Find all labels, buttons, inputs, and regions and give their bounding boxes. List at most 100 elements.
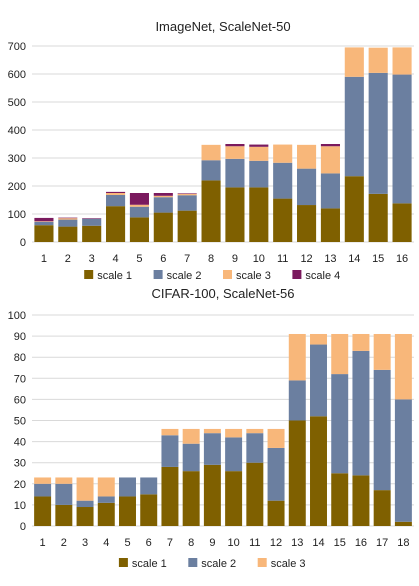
bar-segment [153, 193, 173, 196]
y-tick-label: 0 [20, 521, 26, 533]
bar-segment [267, 447, 285, 501]
bar-segment [58, 226, 78, 242]
bar-segment [177, 193, 197, 196]
chart-title: ImageNet, ScaleNet-50 [155, 19, 290, 34]
bar-segment [273, 162, 293, 199]
x-tick-label: 13 [291, 537, 303, 549]
bar-segment [249, 144, 269, 147]
bar-segment [225, 437, 243, 472]
bar-segment [153, 195, 173, 198]
x-tick-label: 9 [209, 537, 215, 549]
x-tick-label: 9 [232, 253, 238, 265]
legend-swatch [223, 270, 232, 279]
bar-segment [373, 369, 391, 491]
bar-segment [34, 221, 54, 226]
x-tick-label: 1 [41, 253, 47, 265]
y-tick-label: 100 [8, 310, 26, 322]
bar-segment [119, 496, 136, 526]
y-tick-label: 300 [8, 153, 26, 165]
bar-segment [373, 333, 391, 370]
y-tick-label: 80 [14, 352, 26, 364]
x-tick-label: 1 [40, 537, 46, 549]
bar-segment [58, 218, 78, 220]
bar-segment [203, 464, 221, 526]
legend-label: scale 4 [305, 270, 340, 282]
legend-item: scale 2 [188, 558, 236, 570]
x-tick-label: 15 [372, 253, 384, 265]
bar-segment [331, 333, 349, 375]
bar-segment [273, 198, 293, 242]
bar-segment [297, 168, 317, 206]
bar-segment [267, 500, 285, 526]
legend-item: scale 4 [292, 270, 340, 282]
bar-segment [297, 205, 317, 242]
legend-swatch [188, 558, 198, 567]
bar-segment [203, 428, 221, 434]
bar-segment [129, 204, 149, 207]
bar-segment [140, 477, 158, 495]
bar-segment [249, 146, 269, 161]
bar-segment [34, 225, 54, 242]
x-tick-label: 15 [334, 537, 346, 549]
bar-segment [76, 477, 94, 501]
y-tick-label: 10 [14, 500, 26, 512]
legend-label: scale 3 [236, 270, 271, 282]
y-tick-label: 20 [14, 479, 26, 491]
bar-segment [97, 477, 115, 497]
bar-segment [182, 471, 200, 526]
legend-label: scale 2 [201, 558, 236, 570]
bar-segment [177, 210, 197, 242]
bar-segment [392, 203, 412, 242]
bar-segment [119, 477, 136, 497]
bar-segment [58, 217, 78, 219]
bar-segment [153, 197, 173, 213]
bar-segment [246, 428, 264, 434]
y-tick-label: 700 [8, 41, 26, 53]
bar-segment [352, 475, 370, 526]
x-tick-label: 7 [167, 537, 173, 549]
legend-item: scale 2 [153, 270, 201, 282]
legend-swatch [153, 270, 163, 279]
y-tick-label: 40 [14, 437, 26, 449]
bar-segment [225, 428, 243, 438]
bar-segment [344, 176, 364, 242]
x-tick-label: 2 [61, 537, 67, 549]
legend-label: scale 3 [271, 558, 306, 570]
bar-segment [82, 218, 102, 226]
y-tick-label: 70 [14, 373, 26, 385]
chart-title: CIFAR-100, ScaleNet-56 [151, 286, 294, 301]
bar-segment [129, 217, 149, 242]
bar-segment [106, 193, 126, 195]
bar-segment [34, 477, 52, 484]
x-tick-label: 13 [324, 253, 336, 265]
chart-cifar: CIFAR-100, ScaleNet-56 0 10 20 30 40 50 60 70 80… [8, 286, 414, 570]
bar-segment [76, 507, 94, 526]
x-tick-label: 2 [65, 253, 71, 265]
bar-segment [320, 144, 340, 147]
bar-segment [331, 473, 349, 526]
y-tick-label: 90 [14, 331, 26, 343]
bar-segment [34, 496, 52, 526]
legend-swatch [292, 270, 302, 279]
legend-swatch [257, 558, 267, 567]
bar-segment [161, 435, 179, 467]
legend-swatch [118, 558, 128, 567]
bar-segment [129, 193, 149, 205]
bar-segment [273, 144, 293, 163]
bar-segment [225, 471, 243, 526]
y-tick-label: 30 [14, 458, 26, 470]
bar-segment [249, 187, 269, 242]
bar-segment [288, 380, 306, 421]
bar-segment [55, 483, 73, 505]
bar-segment [153, 212, 173, 242]
x-tick-label: 4 [103, 537, 109, 549]
bar-segment [129, 206, 149, 218]
x-tick-label: 16 [396, 253, 408, 265]
bar-segment [246, 433, 264, 463]
bar-segment [368, 47, 388, 73]
bar-segment [320, 173, 340, 209]
bar-segment [34, 221, 54, 222]
bar-segment [106, 194, 126, 207]
bar-segment [58, 219, 78, 227]
x-tick-label: 10 [227, 537, 239, 549]
